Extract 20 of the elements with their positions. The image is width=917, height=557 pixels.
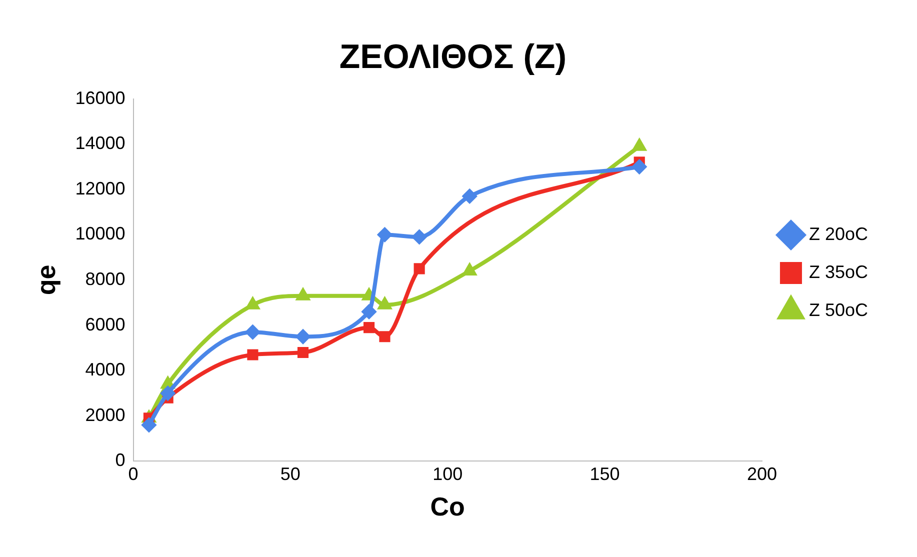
x-tick-label: 50	[280, 464, 300, 484]
legend-label: Z 35oC	[808, 262, 868, 282]
y-tick-label: 10000	[75, 224, 126, 244]
legend-label: Z 20oC	[808, 224, 868, 244]
y-tick-label: 16000	[75, 88, 126, 108]
x-tick-label: 100	[432, 464, 463, 484]
x-tick-label: 150	[590, 464, 620, 484]
y-tick-label: 6000	[85, 314, 126, 334]
x-tick-label: 0	[128, 464, 138, 484]
y-tick-label: 14000	[75, 133, 126, 154]
x-tick-label: 200	[746, 464, 777, 484]
y-axis-title: qe	[30, 264, 61, 296]
chart-title: ΖΕΟΛΙΘΟΣ (Ζ)	[339, 38, 567, 76]
y-tick-label: 12000	[75, 178, 126, 198]
x-axis-title: Co	[430, 492, 465, 522]
y-tick-label: 2000	[85, 404, 126, 425]
y-tick-label: 8000	[85, 268, 126, 289]
legend-label: Z 50oC	[808, 300, 868, 320]
y-tick-label: 0	[115, 450, 126, 470]
y-tick-label: 4000	[85, 360, 126, 380]
